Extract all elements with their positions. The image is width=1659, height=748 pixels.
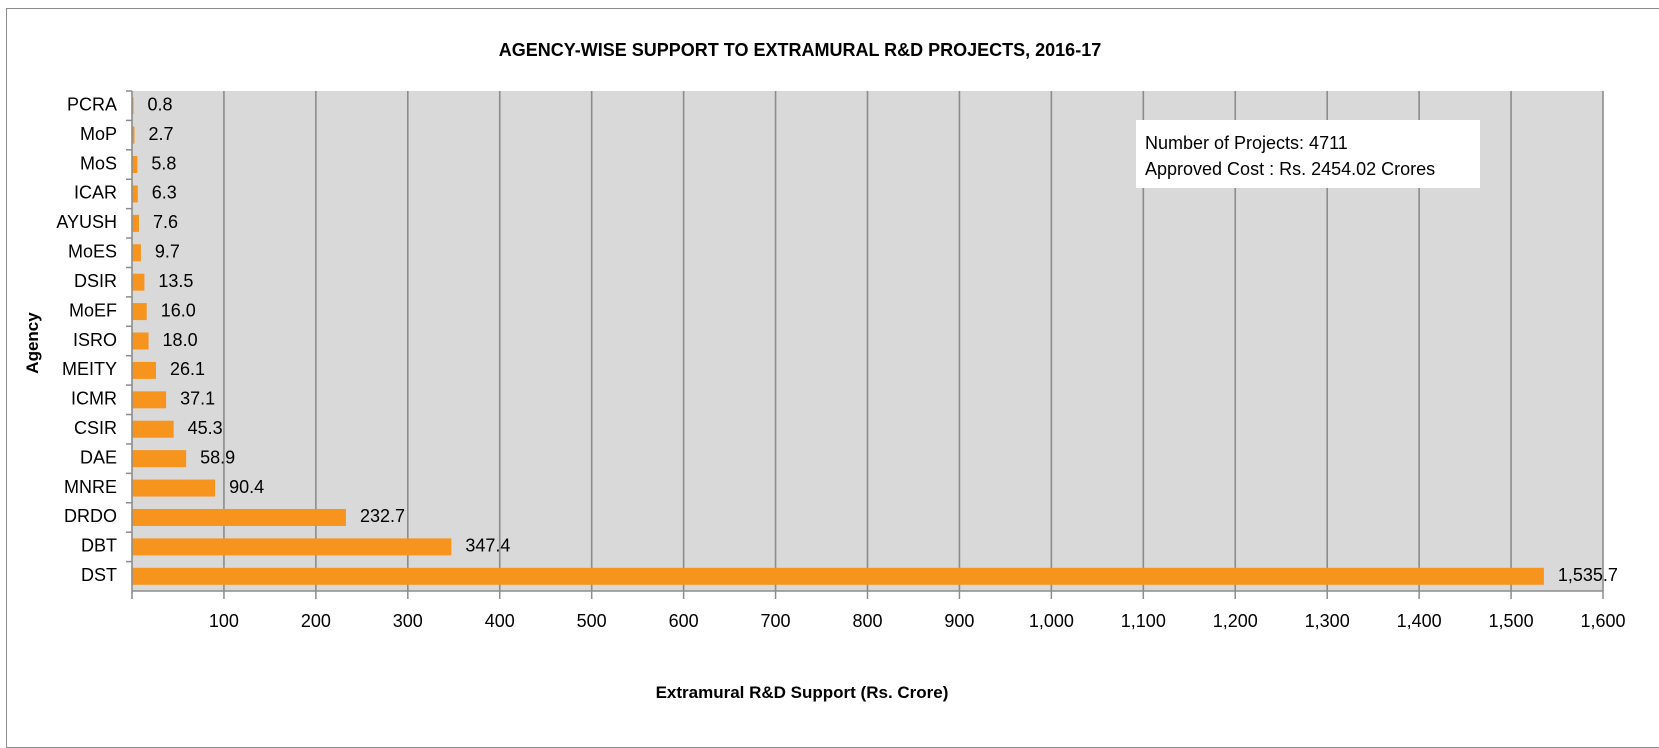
bar-isro	[132, 332, 149, 350]
x-tick-label-15: 1,600	[1580, 611, 1625, 631]
category-label-dbt: DBT	[81, 536, 117, 556]
y-axis-title: Agency	[23, 312, 42, 374]
value-label-dst: 1,535.7	[1558, 565, 1618, 585]
x-tick-label-3: 400	[485, 611, 515, 631]
x-tick-label-4: 500	[577, 611, 607, 631]
category-label-mos: MoS	[80, 153, 117, 173]
value-label-mop: 2.7	[148, 124, 173, 144]
x-tick-label-11: 1,200	[1213, 611, 1258, 631]
value-label-dsir: 13.5	[158, 271, 193, 291]
category-label-icar: ICAR	[74, 183, 117, 203]
x-tick-label-0: 100	[209, 611, 239, 631]
category-label-dst: DST	[81, 565, 117, 585]
category-label-ayush: AYUSH	[56, 212, 117, 232]
category-label-pcra: PCRA	[67, 94, 117, 114]
bar-icmr	[132, 391, 167, 409]
bar-drdo	[132, 508, 346, 526]
x-tick-label-10: 1,100	[1121, 611, 1166, 631]
chart-title: AGENCY-WISE SUPPORT TO EXTRAMURAL R&D PR…	[498, 40, 1102, 60]
summary-annotation-box: Number of Projects: 4711 Approved Cost :…	[1136, 120, 1480, 188]
bar-dae	[132, 450, 187, 468]
bar-moes	[132, 244, 141, 262]
bar-ayush	[132, 214, 139, 232]
bar-icar	[132, 185, 138, 203]
x-axis-title: Extramural R&D Support (Rs. Crore)	[655, 683, 949, 702]
bar-csir	[132, 420, 174, 438]
bar-mos	[132, 156, 138, 174]
x-tick-label-5: 600	[669, 611, 699, 631]
value-label-dbt: 347.4	[465, 536, 510, 556]
bar-dsir	[132, 273, 145, 291]
x-tick-label-7: 800	[852, 611, 882, 631]
category-label-mnre: MNRE	[64, 477, 117, 497]
x-tick-label-12: 1,300	[1305, 611, 1350, 631]
projects-count-text: Number of Projects: 4711	[1145, 133, 1348, 153]
category-label-mop: MoP	[80, 124, 117, 144]
bar-moef	[132, 303, 147, 321]
value-label-csir: 45.3	[188, 418, 223, 438]
x-tick-label-1: 200	[301, 611, 331, 631]
category-label-isro: ISRO	[73, 330, 117, 350]
category-label-drdo: DRDO	[64, 506, 117, 526]
value-label-meity: 26.1	[170, 359, 205, 379]
approved-cost-text: Approved Cost : Rs. 2454.02 Crores	[1145, 159, 1436, 179]
value-label-pcra: 0.8	[148, 94, 173, 114]
x-tick-label-13: 1,400	[1397, 611, 1442, 631]
x-tick-label-14: 1,500	[1489, 611, 1534, 631]
x-tick-label-9: 1,000	[1029, 611, 1074, 631]
category-label-meity: MEITY	[62, 359, 117, 379]
value-label-drdo: 232.7	[360, 506, 405, 526]
x-tick-label-6: 700	[761, 611, 791, 631]
x-tick-label-2: 300	[393, 611, 423, 631]
value-label-dae: 58.9	[200, 447, 235, 467]
value-label-icmr: 37.1	[180, 389, 215, 409]
bar-dst	[132, 567, 1544, 585]
bar-dbt	[132, 538, 452, 556]
bar-mop	[132, 126, 135, 144]
category-label-moef: MoEF	[69, 300, 117, 320]
value-label-ayush: 7.6	[153, 212, 178, 232]
value-label-moes: 9.7	[155, 242, 180, 262]
value-label-moef: 16.0	[161, 300, 196, 320]
bar-mnre	[132, 479, 216, 497]
category-label-csir: CSIR	[74, 418, 117, 438]
value-label-icar: 6.3	[152, 183, 177, 203]
category-label-dae: DAE	[80, 447, 117, 467]
bar-meity	[132, 361, 156, 379]
category-label-icmr: ICMR	[71, 389, 117, 409]
value-label-isro: 18.0	[163, 330, 198, 350]
value-label-mnre: 90.4	[229, 477, 264, 497]
category-label-moes: MoES	[68, 242, 117, 262]
category-label-dsir: DSIR	[74, 271, 117, 291]
x-tick-label-8: 900	[944, 611, 974, 631]
value-label-mos: 5.8	[151, 153, 176, 173]
